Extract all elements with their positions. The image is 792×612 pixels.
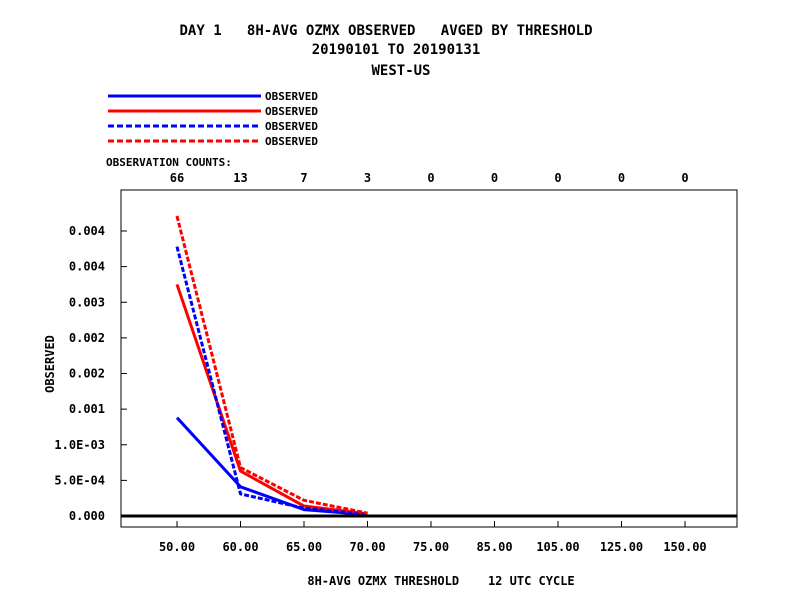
x-tick-label: 125.00 <box>600 540 643 554</box>
y-axis-ticks: 0.000 5.0E-04 1.0E-03 0.001 0.002 0.002 0.003 0… <box>54 224 127 523</box>
series-line-2 <box>175 283 368 516</box>
series-line-4 <box>175 215 368 515</box>
x-axis-label: 8H-AVG OZMX THRESHOLD 12 UTC CYCLE <box>307 574 574 588</box>
y-tick-label: 0.004 <box>69 224 105 238</box>
legend: OBSERVED OBSERVED OBSERVED OBSERVED <box>108 90 318 148</box>
observation-counts-label: OBSERVATION COUNTS: <box>106 156 232 169</box>
y-tick-label: 0.004 <box>69 260 105 274</box>
y-tick-label: 0.003 <box>69 295 105 309</box>
observation-count: 7 <box>300 171 307 185</box>
legend-label-4: OBSERVED <box>265 135 318 148</box>
x-tick-label: 150.00 <box>663 540 706 554</box>
observation-count: 13 <box>233 171 247 185</box>
x-tick-label: 70.00 <box>349 540 385 554</box>
chart-title-line-1: DAY 1 8H-AVG OZMX OBSERVED AVGED BY THRE… <box>179 23 592 39</box>
observation-counts: 66 13 7 3 0 0 0 0 0 <box>170 171 689 185</box>
x-tick-label: 60.00 <box>222 540 258 554</box>
x-tick-label: 105.00 <box>536 540 579 554</box>
x-tick-label: 75.00 <box>413 540 449 554</box>
chart-title-line-2: 20190101 TO 20190131 <box>312 42 481 58</box>
series-group <box>175 215 368 517</box>
observation-count: 0 <box>427 171 434 185</box>
x-tick-label: 65.00 <box>286 540 322 554</box>
observation-count: 66 <box>170 171 184 185</box>
x-axis-ticks: 50.00 60.00 65.00 70.00 75.00 85.00 105.00 125.… <box>159 521 707 554</box>
y-tick-label: 1.0E-03 <box>54 438 105 452</box>
y-tick-label: 0.002 <box>69 367 105 381</box>
y-tick-label: 0.002 <box>69 331 105 345</box>
plot-frame <box>120 189 738 528</box>
x-tick-label: 50.00 <box>159 540 195 554</box>
legend-label-2: OBSERVED <box>265 105 318 118</box>
observation-count: 0 <box>618 171 625 185</box>
observation-count: 3 <box>364 171 371 185</box>
y-tick-label: 0.000 <box>69 509 105 523</box>
chart-title-line-3: WEST-US <box>371 63 430 79</box>
legend-label-1: OBSERVED <box>265 90 318 103</box>
y-tick-label: 5.0E-04 <box>54 473 105 487</box>
y-tick-label: 0.001 <box>69 402 105 416</box>
y-axis-label: OBSERVED <box>43 335 57 393</box>
legend-label-3: OBSERVED <box>265 120 318 133</box>
series-line-3 <box>175 246 368 517</box>
x-tick-label: 85.00 <box>476 540 512 554</box>
observation-count: 0 <box>681 171 688 185</box>
observation-count: 0 <box>491 171 498 185</box>
observation-count: 0 <box>554 171 561 185</box>
